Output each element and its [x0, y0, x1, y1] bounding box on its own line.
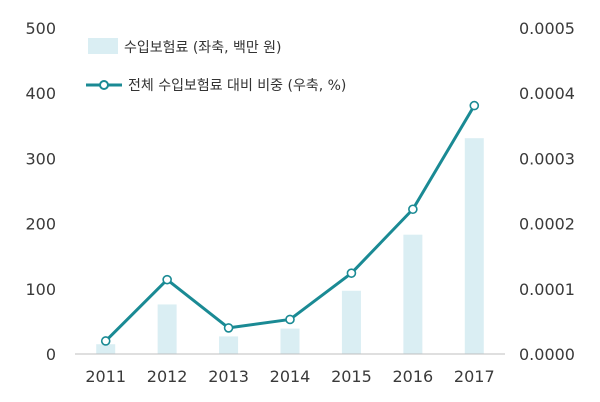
x-tick-label: 2016	[393, 367, 434, 386]
right-axis-ticks: 0.0000 0.0001 0.0002 0.0003 0.0004 0.0005	[519, 19, 575, 364]
line-point-2012	[162, 274, 172, 285]
legend-bar-swatch	[88, 38, 118, 54]
bar-2014	[280, 328, 300, 354]
left-tick-label: 100	[25, 280, 56, 299]
legend-bar-label: 수입보험료 (좌축, 백만 원)	[124, 40, 282, 56]
right-tick-label: 0.0003	[519, 149, 575, 168]
bar-2015	[341, 290, 361, 354]
right-tick-label: 0.0005	[519, 19, 575, 38]
x-tick-label: 2017	[454, 367, 495, 386]
left-tick-label: 200	[25, 215, 56, 234]
x-axis-ticks: 2011 2012 2013 2014 2015 2016 2017	[85, 367, 494, 386]
x-tick-label: 2015	[331, 367, 372, 386]
line-point-2013	[223, 323, 234, 333]
line-point-2011	[100, 336, 111, 346]
line-layer	[100, 100, 480, 346]
bars-layer	[96, 138, 484, 354]
x-tick-label: 2011	[85, 367, 126, 386]
bar-2011	[96, 344, 116, 354]
left-tick-label: 400	[25, 84, 56, 103]
left-tick-label: 0	[46, 345, 56, 364]
bar-2016	[403, 234, 423, 354]
line-point-2016	[408, 204, 418, 215]
left-axis-ticks: 0 100 200 300 400 500	[25, 19, 56, 364]
bar-2012	[157, 304, 177, 354]
right-tick-label: 0.0002	[519, 215, 575, 234]
bar-2017	[464, 138, 484, 354]
line-point-2014	[285, 314, 295, 325]
legend: 수입보험료 (좌축, 백만 원) 전체 수입보험료 대비 비중 (우축, %)	[86, 38, 346, 94]
bar-2013	[219, 336, 239, 354]
right-tick-label: 0.0004	[519, 84, 575, 103]
x-tick-label: 2012	[147, 367, 188, 386]
x-tick-label: 2014	[270, 367, 311, 386]
legend-line-marker	[99, 80, 109, 90]
right-tick-label: 0.0000	[519, 345, 575, 364]
legend-line-label: 전체 수입보험료 대비 비중 (우축, %)	[128, 78, 346, 94]
left-tick-label: 500	[25, 19, 56, 38]
line-point-2017	[469, 100, 480, 111]
x-tick-label: 2013	[208, 367, 249, 386]
line-point-2015	[346, 268, 357, 278]
right-tick-label: 0.0001	[519, 280, 575, 299]
left-tick-label: 300	[25, 149, 56, 168]
